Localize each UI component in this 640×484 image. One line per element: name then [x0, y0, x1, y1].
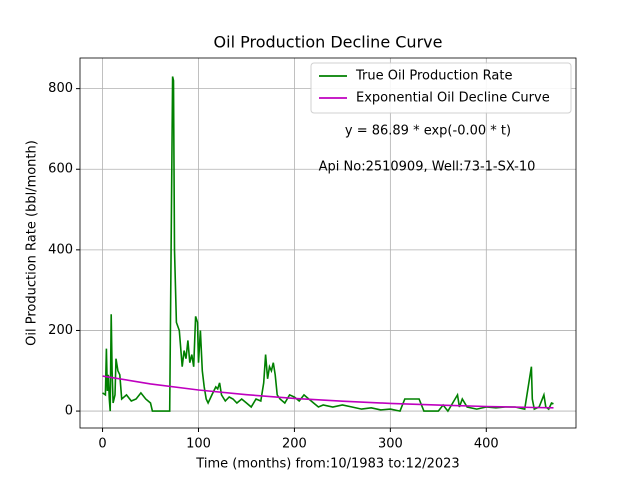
x-tick-label: 200	[282, 437, 307, 452]
y-tick-label: 0	[65, 404, 73, 419]
legend-label: Exponential Oil Decline Curve	[356, 91, 550, 106]
plot-frame	[79, 57, 577, 429]
x-tick-label: 0	[98, 437, 106, 452]
y-axis-label: Oil Production Rate (bbl/month)	[25, 140, 40, 346]
x-tick-label: 100	[186, 437, 211, 452]
y-tick-label: 200	[48, 323, 73, 338]
chart-title: Oil Production Decline Curve	[214, 33, 443, 52]
data-line	[102, 76, 554, 413]
annotation: y = 86.89 * exp(-0.00 * t)	[345, 124, 511, 139]
legend-box	[310, 62, 572, 114]
x-tick-label: 300	[378, 437, 403, 452]
y-tick-label: 800	[48, 81, 73, 96]
y-tick-label: 400	[48, 242, 73, 257]
data-line	[102, 375, 554, 409]
y-tick-label: 600	[48, 162, 73, 177]
x-tick-label: 400	[474, 437, 499, 452]
legend-label: True Oil Production Rate	[355, 69, 512, 84]
annotation: Api No:2510909, Well:73-1-SX-10	[319, 160, 536, 175]
x-axis-label: Time (months) from:10/1983 to:12/2023	[195, 457, 459, 472]
